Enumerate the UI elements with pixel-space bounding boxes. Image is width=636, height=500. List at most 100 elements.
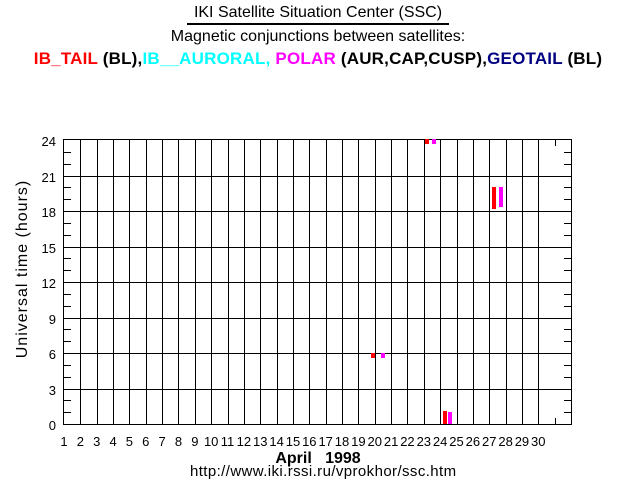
hour-gridline bbox=[64, 175, 571, 177]
hour-minor-tick-left bbox=[64, 151, 71, 153]
hour-minor-tick-left bbox=[64, 376, 71, 378]
x-tick-label: 8 bbox=[174, 434, 183, 449]
legend: IB_TAIL (BL),IB__AURORAL, POLAR (AUR,CAP… bbox=[0, 49, 636, 69]
hour-minor-tick-left bbox=[64, 293, 71, 295]
y-tick-label: 21 bbox=[41, 169, 56, 185]
legend-entry: (AUR,CAP,CUSP), bbox=[335, 49, 488, 68]
y-tick-label: 24 bbox=[41, 134, 56, 149]
hour-gridline bbox=[64, 211, 571, 212]
x-axis-month-label: April 1998 bbox=[275, 450, 361, 467]
x-tick-label: 5 bbox=[125, 434, 134, 449]
hour-minor-tick-right bbox=[564, 364, 571, 366]
conjunction-mark bbox=[492, 187, 497, 209]
conjunction-mark bbox=[498, 187, 503, 208]
hour-gridline bbox=[64, 317, 571, 319]
hour-minor-tick-right bbox=[564, 222, 571, 224]
hour-minor-tick-right bbox=[564, 341, 571, 343]
x-tick-label: 18 bbox=[334, 434, 350, 449]
y-axis-labels: 0 3 6 9 12 15 18 21 24 bbox=[26, 135, 56, 432]
hour-minor-tick-left bbox=[64, 258, 71, 260]
legend-entry: GEOTAIL bbox=[487, 49, 563, 68]
hour-minor-tick-right bbox=[564, 187, 571, 189]
conjunction-mark bbox=[447, 412, 452, 424]
hour-minor-tick-right bbox=[564, 270, 571, 272]
hour-minor-tick-right bbox=[564, 329, 571, 331]
hour-minor-tick-left bbox=[64, 329, 71, 331]
subtitle: Magnetic conjunctions between satellites… bbox=[170, 28, 466, 45]
x-tick-label: 23 bbox=[416, 434, 432, 449]
x-tick-label: 15 bbox=[285, 434, 301, 449]
x-tick-label: 21 bbox=[383, 434, 399, 449]
hour-minor-tick-right bbox=[564, 163, 571, 165]
conjunction-mark bbox=[431, 138, 436, 144]
conjunction-mark bbox=[425, 138, 430, 144]
legend-entry: IB__AURORAL, bbox=[142, 49, 271, 68]
hour-gridline bbox=[64, 282, 571, 283]
footer-url: http://www.iki.rssi.ru/vprokhor/ssc.htm bbox=[190, 463, 457, 480]
x-tick-label: 4 bbox=[109, 434, 117, 449]
legend-entry: POLAR bbox=[270, 49, 336, 68]
x-tick-label: 19 bbox=[351, 434, 366, 449]
x-tick-label: 11 bbox=[220, 434, 235, 449]
day-minor-tick-top bbox=[554, 140, 556, 146]
x-tick-label: 17 bbox=[318, 434, 333, 449]
x-tick-label: 9 bbox=[191, 434, 199, 449]
conjunction-mark bbox=[443, 410, 448, 424]
y-tick-label: 9 bbox=[48, 311, 56, 327]
y-tick-label: 18 bbox=[41, 205, 56, 220]
hour-minor-tick-left bbox=[64, 187, 71, 189]
conjunction-mark bbox=[371, 353, 376, 358]
hour-minor-tick-right bbox=[564, 258, 571, 260]
x-tick-label: 22 bbox=[400, 434, 415, 449]
x-tick-label: 29 bbox=[514, 434, 530, 449]
hour-minor-tick-left bbox=[64, 341, 71, 343]
x-tick-label: 27 bbox=[481, 434, 497, 449]
hour-minor-tick-right bbox=[564, 376, 571, 378]
x-tick-label: 28 bbox=[498, 434, 513, 449]
hour-minor-tick-left bbox=[64, 364, 71, 366]
y-tick-label: 3 bbox=[48, 382, 56, 398]
hour-minor-tick-left bbox=[64, 222, 71, 224]
x-tick-label: 10 bbox=[203, 434, 219, 449]
hour-minor-tick-right bbox=[564, 234, 571, 236]
x-tick-label: 13 bbox=[253, 434, 268, 449]
hour-minor-tick-left bbox=[64, 163, 71, 165]
x-tick-label: 1 bbox=[60, 434, 68, 449]
legend-entry: (BL) bbox=[562, 49, 603, 68]
y-tick-label: 15 bbox=[41, 240, 56, 256]
x-tick-label: 6 bbox=[142, 434, 150, 449]
hour-minor-tick-left bbox=[64, 199, 71, 201]
y-tick-label: 0 bbox=[48, 418, 56, 433]
plot-area bbox=[63, 138, 572, 425]
conjunction-mark bbox=[380, 353, 385, 358]
legend-entry: (BL), bbox=[97, 49, 143, 68]
x-tick-label: 20 bbox=[367, 434, 382, 449]
x-tick-label: 12 bbox=[236, 434, 252, 449]
hour-minor-tick-left bbox=[64, 234, 71, 236]
hour-gridline bbox=[64, 246, 571, 248]
x-tick-label: 3 bbox=[93, 434, 101, 449]
x-tick-label: 24 bbox=[432, 434, 448, 449]
page-title: IKI Satellite Situation Center (SSC) bbox=[186, 4, 450, 25]
hour-minor-tick-left bbox=[64, 400, 71, 402]
hour-minor-tick-right bbox=[564, 412, 571, 414]
hour-minor-tick-left bbox=[64, 270, 71, 272]
x-tick-label: 2 bbox=[76, 434, 84, 449]
x-axis-labels: 1 2 3 4 5 6 7 8 9 10 11 12 13 14 15 16 17 18 19 20 21 22 23 24 2… bbox=[0, 434, 636, 449]
x-tick-label: 16 bbox=[302, 434, 317, 449]
hour-gridline bbox=[64, 388, 571, 390]
hour-minor-tick-left bbox=[64, 412, 71, 414]
y-tick-label: 6 bbox=[48, 347, 56, 362]
hour-minor-tick-right bbox=[564, 400, 571, 402]
day-minor-tick-bottom bbox=[554, 418, 556, 424]
header: IKI Satellite Situation Center (SSC) bbox=[0, 4, 636, 25]
y-tick-label: 12 bbox=[41, 276, 56, 291]
x-tick-label: 25 bbox=[449, 434, 464, 449]
x-tick-label: 7 bbox=[158, 434, 166, 449]
hour-minor-tick-right bbox=[564, 151, 571, 153]
hour-minor-tick-right bbox=[564, 293, 571, 295]
x-tick-label: 30 bbox=[531, 434, 546, 449]
x-tick-label: 26 bbox=[465, 434, 481, 449]
hour-minor-tick-right bbox=[564, 305, 571, 307]
hour-minor-tick-right bbox=[564, 199, 571, 201]
